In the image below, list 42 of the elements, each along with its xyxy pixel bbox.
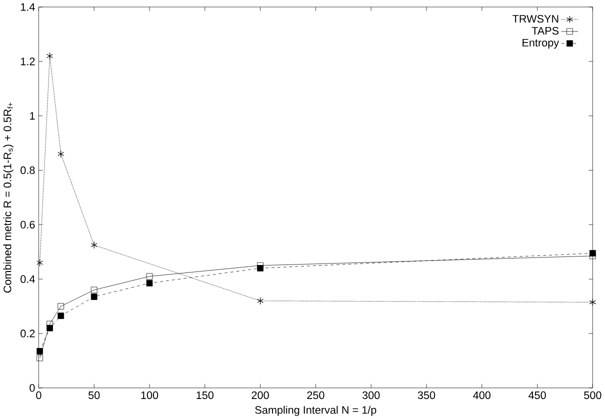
y-tick-label: 0.6 [20,220,35,228]
y-tick-label: 0 [30,384,35,392]
y-tick-label: 1.2 [20,58,35,66]
point [46,52,54,60]
x-tick-label: 250 [307,391,324,399]
y-tick-label: 0.8 [20,166,35,174]
x-tick-label: 150 [196,391,214,399]
x-tick-label: 400 [473,391,490,399]
y-tick-label: 0.2 [20,330,35,338]
point [90,293,98,300]
legend-label: TAPS [532,26,559,35]
x-tick-label: 0 [36,391,42,399]
point [90,286,98,294]
point [589,298,596,306]
point [36,354,43,362]
y-tick-label: 0.4 [20,275,35,283]
point [46,324,53,332]
point [36,258,44,266]
point [58,312,64,319]
y-tick-label: 1 [30,112,35,120]
x-tick-label: 350 [418,391,436,399]
y-tick-label: 1.4 [20,3,35,11]
point [58,150,64,158]
point [58,303,64,310]
x-tick-label: 450 [528,391,546,399]
point [46,320,53,328]
x-tick-label: 200 [252,391,269,399]
point [590,250,596,256]
point [256,296,264,304]
point [146,273,153,280]
point [36,348,43,354]
x-tick-label: 300 [362,391,380,399]
x-tick-label: 100 [141,391,158,399]
legend-label: TRWSYN [512,14,558,23]
point [146,280,153,286]
x-axis-title: Sampling Interval N = 1/p [255,406,376,416]
point [257,264,264,272]
x-tick-label: 500 [584,391,602,399]
legend-label: Entropy [522,38,560,49]
point [90,241,98,249]
x-tick-label: 50 [88,391,100,399]
y-axis-title: Combined metric R = 0.5(1-R$_{s}$) + 0.5R$_{f+}$ [3,102,14,292]
